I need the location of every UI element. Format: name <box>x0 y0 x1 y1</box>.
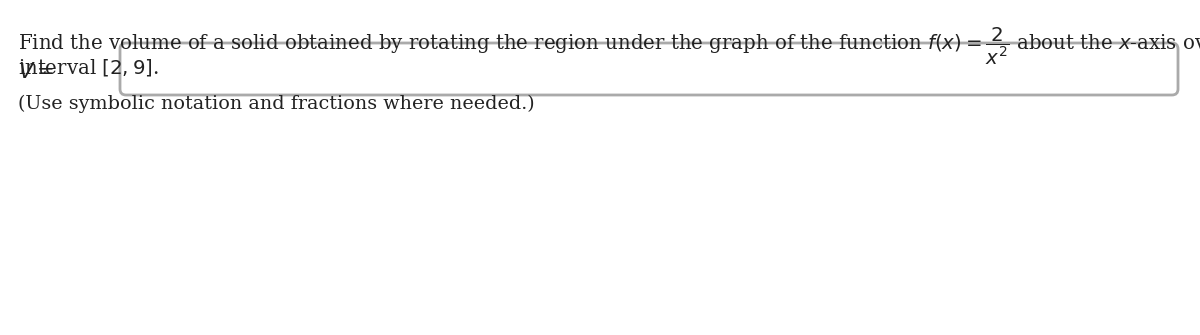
Text: (Use symbolic notation and fractions where needed.): (Use symbolic notation and fractions whe… <box>18 95 535 113</box>
Text: $V =$: $V =$ <box>18 62 54 82</box>
Text: Find the volume of a solid obtained by rotating the region under the graph of th: Find the volume of a solid obtained by r… <box>18 25 1200 67</box>
FancyBboxPatch shape <box>120 43 1178 95</box>
Text: interval $[2, 9]$.: interval $[2, 9]$. <box>18 57 158 78</box>
